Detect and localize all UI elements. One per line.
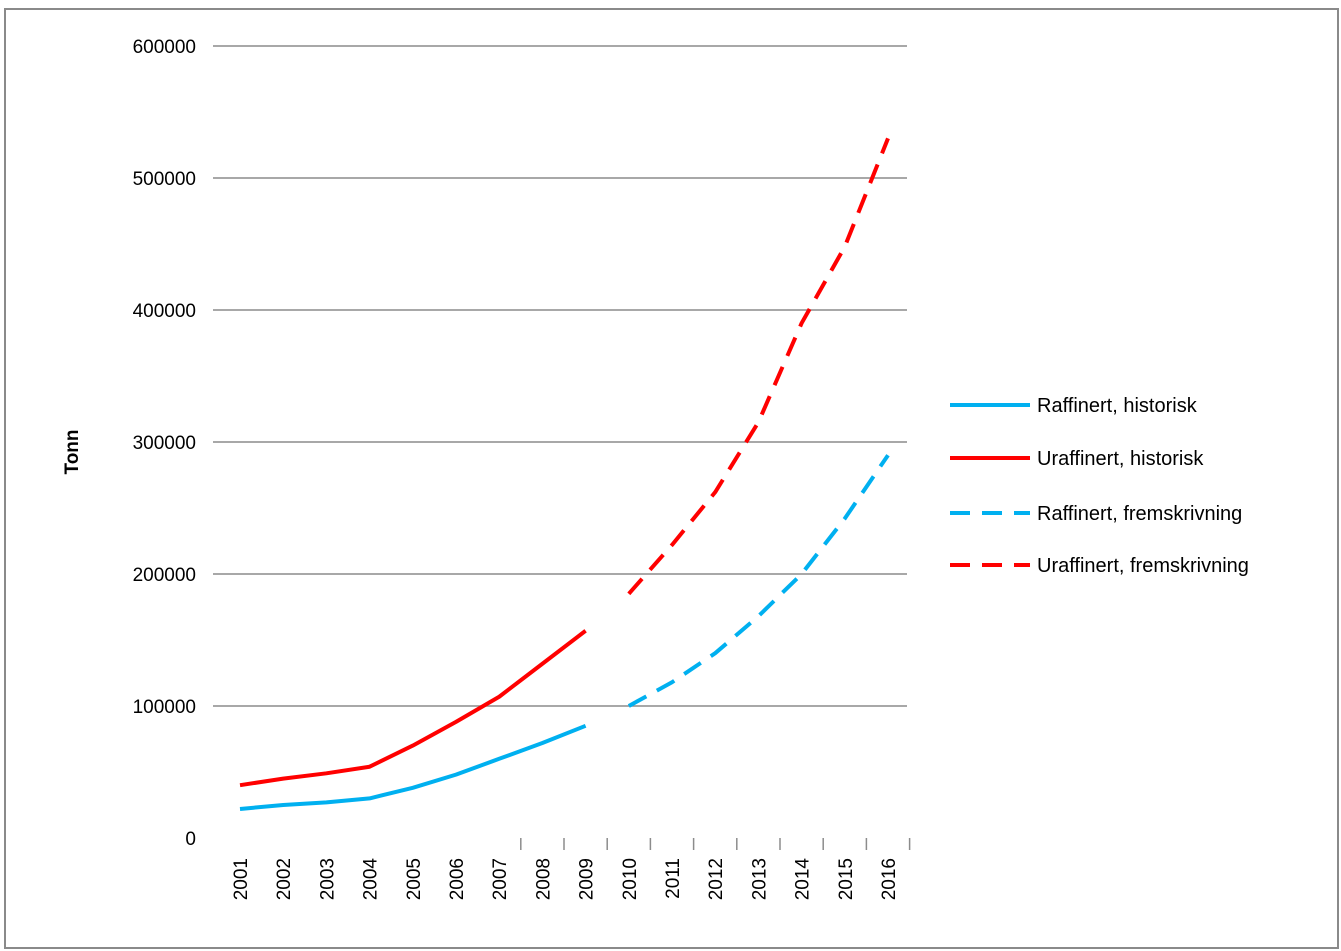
x-tick-label: 2001	[231, 858, 252, 900]
x-tick-label: 2003	[317, 858, 338, 900]
x-tick-label: 2014	[793, 858, 814, 901]
x-tick-label: 2005	[404, 858, 425, 900]
legend-label: Raffinert, historisk	[1037, 395, 1198, 417]
x-tick-label: 2013	[749, 858, 770, 900]
gridlines	[213, 45, 907, 707]
legend-label: Uraffinert, historisk	[1037, 448, 1204, 470]
x-tick-label: 2011	[663, 858, 684, 899]
x-tick-label: 2007	[490, 858, 511, 900]
y-tick-label: 300000	[133, 433, 196, 454]
x-tick-label: 2006	[447, 858, 468, 900]
x-tick-label: 2010	[620, 858, 641, 900]
plot-series	[239, 137, 890, 811]
series-line	[627, 454, 890, 708]
legend-label: Raffinert, fremskrivning	[1037, 503, 1242, 525]
y-tick-label: 0	[185, 829, 196, 850]
x-tick-label: 2008	[533, 858, 554, 900]
legend: Raffinert, historisk Uraffinert, historis…	[950, 395, 1249, 577]
y-tick-label: 500000	[133, 169, 196, 190]
x-axis: 2001 2002 2003 2004 2005 2006 2007 2008 2009 2010…	[231, 838, 911, 901]
y-axis-tick-labels: 0 100000 200000 300000 400000 500000 600000	[133, 37, 196, 850]
chart-area	[4, 8, 1339, 949]
series-line	[239, 723, 587, 811]
x-tick-label: 2009	[577, 858, 598, 900]
y-axis-title: Tonn	[62, 429, 83, 474]
y-tick-label: 600000	[133, 37, 196, 58]
y-tick-label: 200000	[133, 565, 196, 586]
x-tick-label: 2012	[706, 858, 727, 900]
x-tick-label: 2002	[274, 858, 295, 900]
y-tick-label: 100000	[133, 697, 196, 718]
x-tick-label: 2016	[879, 858, 900, 900]
series-line	[627, 137, 890, 596]
series-line	[239, 629, 587, 788]
legend-label: Uraffinert, fremskrivning	[1037, 555, 1249, 577]
x-tick-label: 2015	[836, 858, 857, 900]
y-tick-label: 400000	[133, 301, 196, 322]
x-tick-label: 2004	[361, 858, 382, 901]
